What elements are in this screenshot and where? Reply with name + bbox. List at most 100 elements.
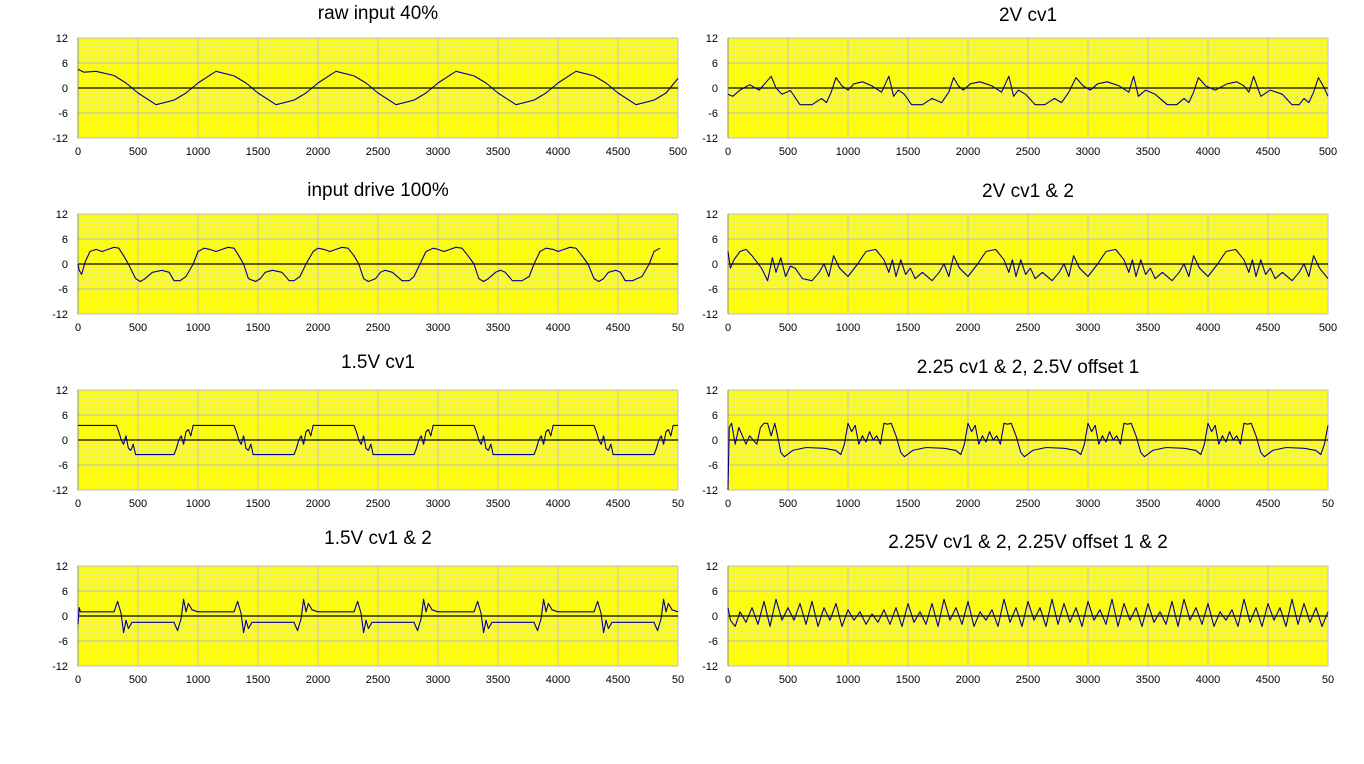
x-tick-label: 3000 xyxy=(426,146,450,158)
x-tick-label: 4500 xyxy=(1256,146,1280,158)
chart-panel: 2.25 cv1 & 2, 2.5V offset 1 12 6 0 -6 -12 0 500… xyxy=(690,352,1334,522)
x-tick-label: 50 xyxy=(1322,674,1334,686)
x-tick-label: 0 xyxy=(75,498,81,510)
x-tick-label: 1000 xyxy=(836,674,860,686)
y-tick-label: 0 xyxy=(62,259,68,271)
x-tick-label: 4000 xyxy=(546,146,570,158)
y-tick-label: -6 xyxy=(708,284,718,296)
x-tick-label: 4500 xyxy=(606,498,630,510)
x-tick-label: 1500 xyxy=(896,674,920,686)
x-tick-label: 4500 xyxy=(1256,322,1280,334)
x-tick-label: 4000 xyxy=(546,322,570,334)
x-tick-label: 500 xyxy=(1319,322,1337,334)
x-tick-label: 2000 xyxy=(306,674,330,686)
x-tick-label: 4500 xyxy=(606,674,630,686)
y-tick-label: 0 xyxy=(712,83,718,95)
x-tick-label: 3500 xyxy=(1136,146,1160,158)
x-tick-label: 2500 xyxy=(1016,674,1040,686)
line-chart: 12 6 0 -6 -12 0 500 1000 1500 2000 2500 3000 3500 400… xyxy=(52,33,687,158)
x-tick-label: 3000 xyxy=(426,498,450,510)
x-tick-label: 50 xyxy=(672,322,684,334)
x-tick-label: 2500 xyxy=(1016,146,1040,158)
chart-title: input drive 100% xyxy=(307,180,449,201)
x-tick-label: 500 xyxy=(779,674,797,686)
x-tick-label: 1500 xyxy=(896,322,920,334)
x-tick-label: 1500 xyxy=(246,146,270,158)
x-tick-label: 4000 xyxy=(1196,322,1220,334)
line-chart: 12 6 0 -6 -12 0 500 1000 1500 2000 2500 3000 3500 400… xyxy=(52,209,684,334)
chart-title: raw input 40% xyxy=(317,3,439,24)
chart-panel: 2.25V cv1 & 2, 2.25V offset 1 & 2 12 6 0 -6 -… xyxy=(690,528,1334,698)
x-tick-label: 0 xyxy=(725,498,731,510)
y-tick-label: -6 xyxy=(58,108,68,120)
y-tick-label: 6 xyxy=(712,58,718,70)
y-tick-label: 6 xyxy=(712,586,718,598)
y-tick-label: 12 xyxy=(706,209,718,221)
x-tick-label: 50 xyxy=(672,498,684,510)
x-tick-label: 3000 xyxy=(426,674,450,686)
y-tick-label: 0 xyxy=(712,259,718,271)
x-tick-label: 1000 xyxy=(836,498,860,510)
x-tick-label: 2000 xyxy=(306,498,330,510)
chart-panel: 1.5V cv1 12 6 0 -6 -12 0 500 1000 1500 2000 2500 300… xyxy=(40,352,684,522)
x-tick-label: 3500 xyxy=(1136,498,1160,510)
series-line xyxy=(77,68,679,106)
y-tick-label: -12 xyxy=(702,661,718,673)
y-tick-label: -12 xyxy=(702,133,718,145)
x-tick-label: 0 xyxy=(725,674,731,686)
y-tick-label: 0 xyxy=(62,611,68,623)
x-tick-label: 4000 xyxy=(1196,498,1220,510)
y-tick-label: 12 xyxy=(56,561,68,573)
x-tick-label: 1000 xyxy=(186,498,210,510)
series-line xyxy=(78,424,678,456)
x-tick-label: 3000 xyxy=(1076,322,1100,334)
x-tick-label: 4000 xyxy=(546,674,570,686)
x-tick-label: 500 xyxy=(129,674,147,686)
x-tick-label: 2500 xyxy=(366,322,390,334)
x-tick-label: 500 xyxy=(129,498,147,510)
x-tick-label: 500 xyxy=(129,146,147,158)
x-tick-label: 50 xyxy=(672,674,684,686)
line-chart: 12 6 0 -6 -12 0 500 1000 1500 2000 2500 3000 3500 400… xyxy=(52,561,684,686)
series-line xyxy=(727,422,1329,491)
x-tick-label: 2000 xyxy=(956,498,980,510)
y-tick-label: -6 xyxy=(708,636,718,648)
x-tick-label: 0 xyxy=(725,146,731,158)
x-tick-label: 1500 xyxy=(246,322,270,334)
y-tick-label: -6 xyxy=(708,108,718,120)
x-tick-label: 3000 xyxy=(1076,146,1100,158)
x-tick-label: 4500 xyxy=(606,146,630,158)
x-tick-label: 500 xyxy=(1319,146,1337,158)
y-tick-label: -12 xyxy=(52,133,68,145)
x-tick-label: 1500 xyxy=(246,674,270,686)
y-tick-label: -12 xyxy=(702,309,718,321)
x-tick-label: 50 xyxy=(1322,498,1334,510)
x-tick-label: 2000 xyxy=(306,322,330,334)
x-tick-label: 2000 xyxy=(956,146,980,158)
y-tick-label: 12 xyxy=(706,33,718,45)
x-tick-label: 3000 xyxy=(1076,674,1100,686)
x-tick-label: 2500 xyxy=(366,674,390,686)
x-tick-label: 2000 xyxy=(956,674,980,686)
chart-title: 1.5V cv1 & 2 xyxy=(324,528,432,549)
chart-title: 2.25V cv1 & 2, 2.25V offset 1 & 2 xyxy=(888,532,1168,553)
y-tick-label: 12 xyxy=(706,385,718,397)
chart-title: 1.5V cv1 xyxy=(341,352,415,373)
x-tick-label: 1000 xyxy=(186,146,210,158)
x-tick-label: 3500 xyxy=(1136,322,1160,334)
y-tick-label: 12 xyxy=(56,385,68,397)
y-tick-label: 6 xyxy=(62,234,68,246)
x-tick-label: 2000 xyxy=(306,146,330,158)
y-tick-label: 6 xyxy=(712,234,718,246)
y-tick-label: -6 xyxy=(708,460,718,472)
x-tick-label: 4000 xyxy=(1196,146,1220,158)
x-tick-label: 500 xyxy=(669,146,687,158)
y-tick-label: 12 xyxy=(706,561,718,573)
x-tick-label: 2500 xyxy=(366,498,390,510)
series-line xyxy=(727,248,1329,282)
chart-title: 2V cv1 & 2 xyxy=(982,181,1074,202)
chart-panel: input drive 100% 12 6 0 -6 -12 0 500 1000 1500 200… xyxy=(40,176,684,346)
y-tick-label: -12 xyxy=(52,661,68,673)
x-tick-label: 0 xyxy=(75,146,81,158)
x-tick-label: 4500 xyxy=(606,322,630,334)
